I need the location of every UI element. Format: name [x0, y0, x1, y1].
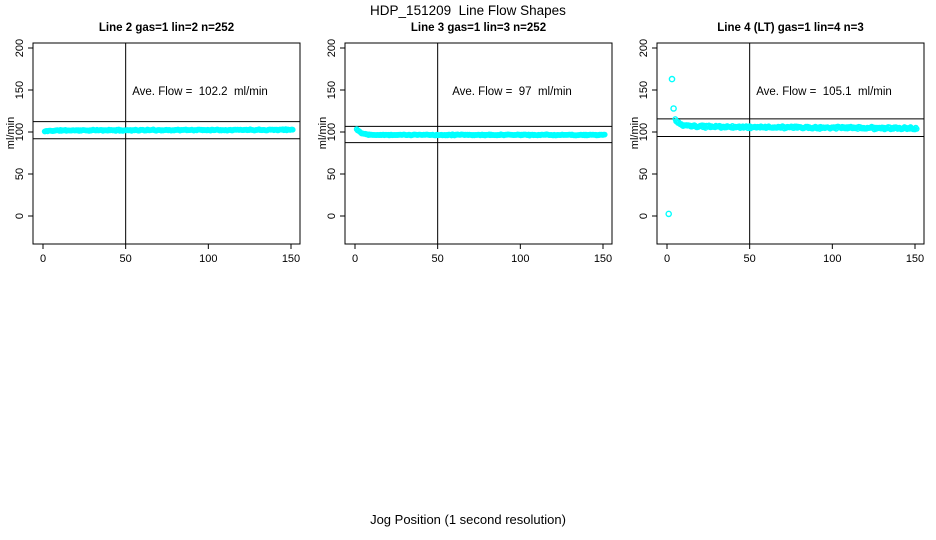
y-tick-label: 50 [326, 168, 338, 180]
outlier-point [670, 105, 677, 112]
y-tick-label: 200 [638, 39, 650, 57]
page-title: HDP_151209 Line Flow Shapes [370, 3, 566, 18]
x-tick-label: 100 [511, 253, 529, 265]
panel-axes [652, 42, 925, 249]
panel-line-3: Line 3 gas=1 lin=3 n=252 Ave. Flow = 97 … [312, 0, 624, 300]
tick-labels: 0 50 100 150 200 0 50 100 150 [14, 39, 300, 265]
y-tick-label: 100 [14, 123, 26, 141]
y-tick-label: 0 [326, 213, 338, 219]
x-tick-label: 50 [432, 253, 444, 265]
data-points [665, 75, 920, 218]
x-tick-label: 50 [744, 253, 756, 265]
y-tick-label: 50 [14, 168, 26, 180]
x-tick-label: 150 [282, 253, 300, 265]
x-axis-label: Jog Position (1 second resolution) [370, 512, 566, 527]
x-tick-label: 0 [664, 253, 670, 265]
plot-area: 0 50 100 150 200 0 50 100 150 [14, 39, 301, 265]
data-point [289, 126, 296, 133]
plot-area: 0 50 100 150 200 0 50 100 150 [638, 39, 925, 265]
x-tick-label: 100 [199, 253, 217, 265]
x-tick-label: 150 [906, 253, 924, 265]
y-tick-label: 200 [326, 39, 338, 57]
y-tick-label: 150 [326, 81, 338, 99]
panel-axes [28, 42, 301, 249]
y-tick-label: 0 [14, 213, 26, 219]
x-tick-label: 150 [594, 253, 612, 265]
y-tick-label: 150 [14, 81, 26, 99]
panel-line-2: Line 2 gas=1 lin=2 n=252 Ave. Flow = 102… [0, 0, 312, 300]
y-tick-label: 0 [638, 213, 650, 219]
data-point [913, 125, 920, 132]
data-points [353, 126, 608, 139]
y-tick-label: 50 [638, 168, 650, 180]
ave-flow-annotation: Ave. Flow = 97 ml/min [452, 86, 572, 98]
ave-flow-annotation: Ave. Flow = 105.1 ml/min [756, 86, 892, 98]
y-tick-label: 100 [326, 123, 338, 141]
outlier-point [668, 75, 676, 83]
tick-labels: 0 50 100 150 200 0 50 100 150 [638, 39, 924, 265]
panel-line-4: Line 4 (LT) gas=1 lin=4 n=3 Ave. Flow = … [624, 0, 936, 300]
panel-title: Line 4 (LT) gas=1 lin=4 n=3 [717, 22, 864, 34]
outlier-point [665, 210, 673, 218]
data-points [41, 126, 296, 135]
ave-flow-annotation: Ave. Flow = 102.2 ml/min [132, 86, 268, 98]
x-tick-label: 100 [823, 253, 841, 265]
x-tick-label: 0 [40, 253, 46, 265]
panel-axes [340, 42, 613, 249]
x-tick-label: 0 [352, 253, 358, 265]
tick-labels: 0 50 100 150 200 0 50 100 150 [326, 39, 612, 265]
y-tick-label: 100 [638, 123, 650, 141]
y-tick-label: 150 [638, 81, 650, 99]
panel-title: Line 2 gas=1 lin=2 n=252 [98, 22, 235, 34]
x-tick-label: 50 [120, 253, 132, 265]
panel-title: Line 3 gas=1 lin=3 n=252 [410, 22, 547, 34]
data-point [601, 131, 608, 138]
plot-area: 0 50 100 150 200 0 50 100 150 [326, 39, 613, 265]
y-tick-label: 200 [14, 39, 26, 57]
